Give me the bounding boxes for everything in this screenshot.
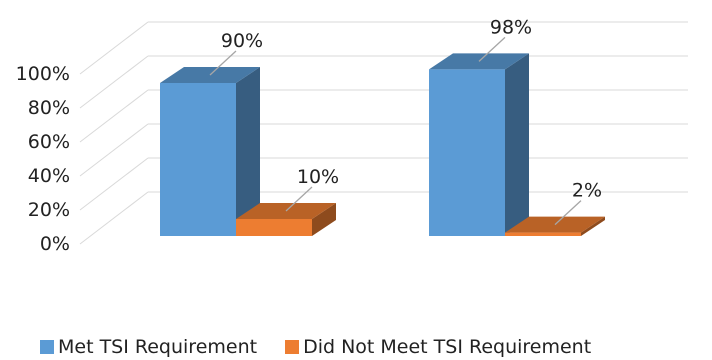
legend-swatch-not-met xyxy=(285,340,300,354)
gridline-depth xyxy=(79,191,149,245)
legend-label-met: Met TSI Requirement xyxy=(58,336,258,358)
y-tick-label: 0% xyxy=(40,233,70,255)
data-label-not-met: 2% xyxy=(572,180,602,202)
bar-met xyxy=(160,83,236,236)
gridline-depth xyxy=(79,123,149,177)
data-label-leader xyxy=(209,50,237,76)
bar-not-met xyxy=(236,219,312,236)
gridline-depth xyxy=(79,89,149,143)
data-label-not-met: 10% xyxy=(297,166,339,188)
gridline-depth xyxy=(79,157,149,211)
y-tick-label: 60% xyxy=(28,131,70,153)
gridline-depth xyxy=(79,55,149,109)
y-tick-label: 80% xyxy=(28,97,70,119)
data-label-leader xyxy=(554,200,582,226)
bar-not-met xyxy=(505,232,581,236)
legend: Met TSI Requirement Did Not Meet TSI Req… xyxy=(40,336,619,358)
data-label-leader xyxy=(285,186,313,212)
y-tick-label: 40% xyxy=(28,165,70,187)
legend-item-not-met: Did Not Meet TSI Requirement xyxy=(285,336,591,358)
data-label-met: 90% xyxy=(221,30,263,52)
gridline-depth xyxy=(79,21,149,75)
legend-swatch-met xyxy=(40,340,54,354)
data-label-leader xyxy=(478,36,506,62)
bar-side-met xyxy=(236,67,260,236)
data-label-met: 98% xyxy=(490,16,532,38)
bar-met xyxy=(429,69,505,237)
legend-label-not-met: Did Not Meet TSI Requirement xyxy=(303,336,592,358)
bar-side-not-met xyxy=(312,203,336,236)
y-tick-label: 20% xyxy=(28,199,70,221)
bar-side-met xyxy=(505,53,529,237)
bar-side-not-met xyxy=(581,216,605,236)
legend-item-met: Met TSI Requirement xyxy=(40,336,257,358)
y-tick-label: 100% xyxy=(16,63,70,85)
